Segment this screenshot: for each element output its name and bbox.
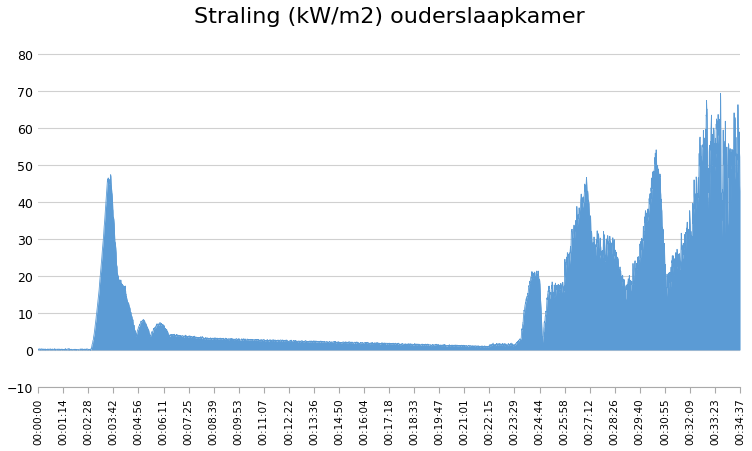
Title: Straling (kW/m2) ouderslaapkamer: Straling (kW/m2) ouderslaapkamer [194,7,584,27]
